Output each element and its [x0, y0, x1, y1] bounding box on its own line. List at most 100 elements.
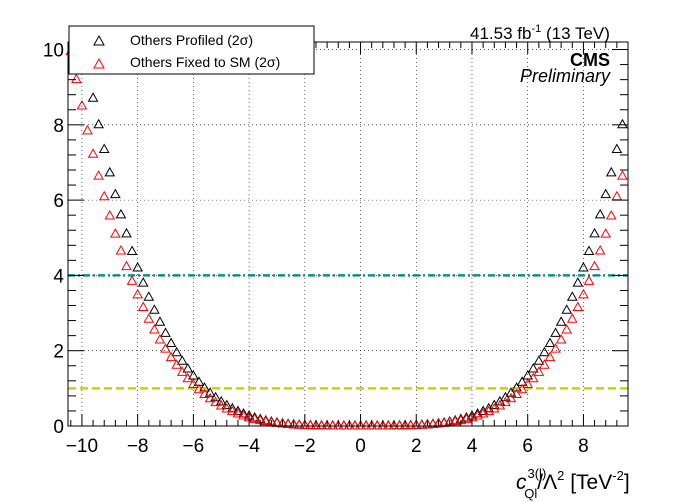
data-point: [165, 351, 177, 362]
data-point: [282, 418, 294, 429]
data-point: [505, 387, 517, 397]
data-point: [188, 378, 199, 389]
data-point: [572, 277, 584, 287]
data-point: [143, 291, 155, 301]
data-point: [299, 419, 311, 429]
data-point: [199, 382, 210, 392]
data-point: [98, 143, 110, 154]
data-point: [578, 288, 589, 299]
data-point: [171, 359, 183, 369]
data-point: [149, 324, 160, 334]
legend-marker-profiled: [93, 34, 105, 46]
lumi-label: 41.53 fb-1 (13 TeV): [470, 23, 610, 43]
x-tick-label: 2: [411, 436, 422, 457]
data-point: [293, 419, 305, 429]
data-point: [93, 170, 105, 180]
data-point: [327, 419, 339, 430]
data-point: [522, 378, 534, 389]
data-point: [355, 419, 366, 430]
data-point: [227, 402, 238, 413]
data-point: [204, 392, 216, 403]
data-point: [611, 143, 623, 154]
data-point: [605, 166, 617, 177]
data-point: [366, 419, 378, 430]
data-point: [561, 304, 573, 314]
x-tick-label: −6: [183, 436, 205, 457]
data-point: [566, 313, 578, 323]
data-point: [344, 419, 355, 430]
data-point: [204, 387, 216, 397]
data-point: [110, 228, 121, 238]
data-point: [238, 410, 249, 420]
y-tick-label: 8: [53, 116, 64, 137]
data-point: [600, 228, 612, 238]
y-tick-label: 6: [53, 191, 64, 212]
data-point: [76, 99, 88, 110]
data-point: [171, 346, 183, 357]
data-point: [210, 396, 222, 407]
data-point: [121, 260, 132, 271]
data-point: [126, 275, 138, 285]
data-point: [104, 210, 116, 220]
data-point: [160, 327, 171, 337]
data-point: [210, 391, 222, 402]
data-point: [427, 418, 439, 429]
preliminary-label: Preliminary: [520, 66, 611, 86]
data-point: [110, 188, 121, 199]
data-point: [104, 166, 116, 177]
data-point: [600, 188, 612, 199]
legend: Others Profiled (2σ) Others Fixed to SM …: [68, 25, 315, 75]
data-point: [371, 419, 383, 430]
data-point: [377, 419, 389, 430]
x-tick-label: 4: [467, 436, 478, 457]
data-point: [115, 208, 127, 219]
x-tick-labels: −10 −8 −6 −4 −2 0 2 4 6 8: [66, 436, 589, 457]
data-point: [410, 419, 422, 429]
data-point: [132, 261, 144, 272]
data-point: [589, 227, 600, 238]
data-point: [422, 418, 433, 429]
data-point: [500, 391, 511, 402]
legend-entry-profiled: Others Profiled (2σ): [130, 32, 253, 48]
data-point: [611, 190, 623, 201]
data-point: [115, 244, 127, 255]
cms-label: CMS: [570, 50, 610, 70]
data-point: [310, 419, 322, 430]
data-point: [511, 388, 522, 399]
reference-lines: [68, 274, 628, 390]
data-point: [182, 372, 194, 383]
data-point: [126, 245, 138, 256]
data-point: [605, 210, 617, 220]
data-point: [232, 405, 244, 416]
data-point: [137, 301, 149, 312]
data-points: [65, 34, 628, 430]
data-point: [383, 419, 394, 430]
data-point: [338, 419, 350, 430]
data-point: [199, 388, 210, 399]
data-point: [544, 337, 556, 347]
data-point: [154, 333, 166, 344]
x-tick-label: −4: [238, 436, 260, 457]
x-tick-label: 0: [355, 436, 366, 457]
x-tick-label: −2: [294, 436, 316, 457]
data-point: [583, 275, 595, 285]
data-point: [544, 351, 556, 362]
data-point: [305, 419, 316, 430]
plot-frame: [67, 41, 629, 427]
data-point: [87, 148, 99, 158]
data-point: [221, 399, 233, 410]
y-tick-label: 10: [43, 41, 64, 62]
data-point: [561, 324, 573, 334]
data-point: [132, 288, 144, 299]
x-tick-label: −10: [66, 436, 98, 457]
data-point: [394, 419, 405, 430]
data-point: [121, 227, 132, 238]
data-point: [578, 261, 589, 272]
data-point: [98, 190, 110, 201]
data-point: [137, 277, 149, 287]
data-point: [193, 383, 205, 394]
data-point: [594, 208, 606, 219]
data-point: [221, 402, 233, 413]
data-point: [82, 124, 93, 135]
data-point: [360, 419, 372, 430]
